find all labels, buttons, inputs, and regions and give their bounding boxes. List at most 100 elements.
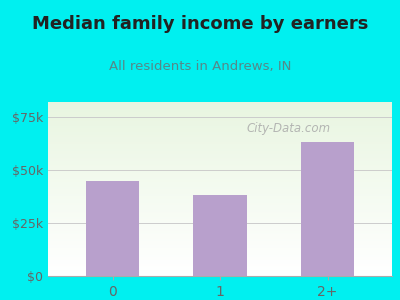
- Bar: [48, 144, 392, 146]
- Bar: [48, 154, 392, 156]
- Bar: [48, 124, 392, 126]
- Bar: [48, 193, 392, 194]
- Bar: [48, 217, 392, 219]
- Bar: [48, 222, 392, 224]
- Bar: [48, 212, 392, 213]
- Bar: [48, 254, 392, 255]
- Bar: [48, 206, 392, 208]
- Bar: [48, 167, 392, 168]
- Bar: [48, 189, 392, 191]
- Bar: [48, 246, 392, 248]
- Bar: [48, 135, 392, 137]
- Bar: [48, 118, 392, 119]
- Bar: [48, 116, 392, 118]
- Bar: [48, 226, 392, 227]
- Bar: [48, 147, 392, 149]
- Bar: [48, 102, 392, 104]
- Bar: [48, 272, 392, 274]
- Bar: [48, 128, 392, 130]
- Bar: [48, 239, 392, 241]
- Text: City-Data.com: City-Data.com: [247, 122, 331, 135]
- Bar: [48, 255, 392, 257]
- Bar: [48, 121, 392, 123]
- Bar: [48, 201, 392, 203]
- Bar: [48, 173, 392, 175]
- Bar: [48, 149, 392, 151]
- Bar: [48, 200, 392, 201]
- Bar: [48, 159, 392, 161]
- Bar: [48, 229, 392, 231]
- Bar: [48, 238, 392, 239]
- Bar: [48, 245, 392, 246]
- Bar: [48, 109, 392, 111]
- Bar: [48, 104, 392, 106]
- Bar: [48, 224, 392, 226]
- Bar: [48, 140, 392, 142]
- Bar: [48, 267, 392, 269]
- Bar: [48, 196, 392, 198]
- Bar: [48, 248, 392, 250]
- Bar: [301, 142, 354, 276]
- Bar: [48, 156, 392, 158]
- Bar: [48, 185, 392, 187]
- Bar: [48, 161, 392, 163]
- Bar: [48, 172, 392, 173]
- Bar: [48, 152, 392, 154]
- Bar: [48, 250, 392, 252]
- Bar: [48, 184, 392, 185]
- Bar: [48, 198, 392, 200]
- Bar: [48, 106, 392, 107]
- Bar: [48, 132, 392, 133]
- Bar: [48, 177, 392, 178]
- Text: Median family income by earners: Median family income by earners: [32, 15, 368, 33]
- Bar: [48, 111, 392, 112]
- Bar: [48, 260, 392, 262]
- Bar: [48, 126, 392, 128]
- Bar: [48, 175, 392, 177]
- Bar: [48, 257, 392, 259]
- Bar: [48, 119, 392, 121]
- Bar: [48, 271, 392, 272]
- Bar: [48, 130, 392, 132]
- Bar: [48, 274, 392, 276]
- Bar: [48, 219, 392, 220]
- Bar: [48, 112, 392, 114]
- Bar: [48, 187, 392, 189]
- Bar: [48, 236, 392, 238]
- Bar: [48, 203, 392, 205]
- Bar: [48, 241, 392, 243]
- Bar: [86, 181, 139, 276]
- Bar: [48, 123, 392, 124]
- Bar: [48, 210, 392, 212]
- Bar: [48, 165, 392, 167]
- Bar: [48, 215, 392, 217]
- Bar: [48, 259, 392, 260]
- Bar: [48, 243, 392, 245]
- Bar: [48, 107, 392, 109]
- Bar: [48, 205, 392, 206]
- Bar: [48, 227, 392, 229]
- Bar: [48, 133, 392, 135]
- Bar: [48, 208, 392, 210]
- Bar: [48, 151, 392, 152]
- Bar: [48, 142, 392, 144]
- Bar: [48, 114, 392, 116]
- Bar: [48, 146, 392, 147]
- Bar: [48, 191, 392, 193]
- Bar: [193, 195, 247, 276]
- Bar: [48, 269, 392, 271]
- Bar: [48, 262, 392, 264]
- Bar: [48, 163, 392, 165]
- Bar: [48, 231, 392, 233]
- Bar: [48, 180, 392, 182]
- Bar: [48, 252, 392, 254]
- Bar: [48, 264, 392, 266]
- Bar: [48, 139, 392, 140]
- Bar: [48, 158, 392, 159]
- Bar: [48, 232, 392, 234]
- Bar: [48, 178, 392, 180]
- Text: All residents in Andrews, IN: All residents in Andrews, IN: [109, 60, 291, 73]
- Bar: [48, 220, 392, 222]
- Bar: [48, 137, 392, 139]
- Bar: [48, 170, 392, 172]
